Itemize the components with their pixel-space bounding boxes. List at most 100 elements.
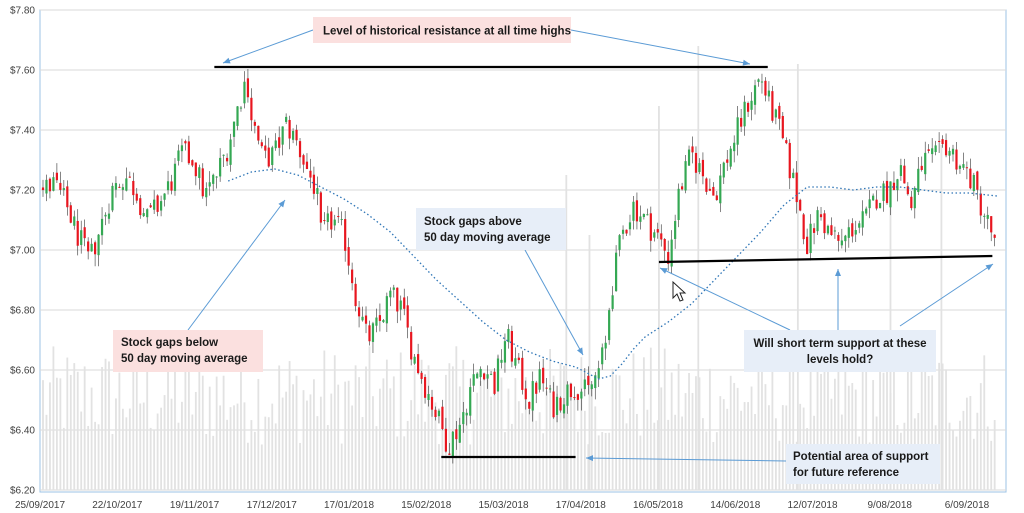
- candle-up: [465, 412, 468, 416]
- candle-up: [489, 373, 493, 375]
- candle-up: [212, 174, 215, 184]
- volume-bar: [834, 378, 836, 490]
- candle-up: [219, 157, 222, 177]
- volume-bar: [927, 375, 930, 490]
- candle-down: [319, 192, 322, 223]
- volume-bar: [549, 349, 552, 490]
- volume-bar: [667, 419, 670, 490]
- volume-bar: [87, 425, 90, 490]
- volume-bar: [764, 384, 767, 490]
- volume-bar: [854, 389, 857, 490]
- candle-up: [986, 214, 989, 219]
- candle-down: [132, 180, 135, 196]
- candle-down: [746, 102, 750, 112]
- callout-gap-below-text-1: Stock gaps below: [121, 337, 218, 349]
- candle-up: [462, 412, 465, 425]
- volume-bar: [660, 387, 663, 490]
- callout-potential-support: Potential area of support for future ref…: [786, 444, 940, 484]
- volume-bar: [702, 418, 704, 490]
- candle-down: [635, 200, 639, 222]
- volume-bar: [274, 423, 277, 490]
- volume-bar: [59, 378, 62, 490]
- volume-bar: [198, 361, 201, 490]
- candle-down: [191, 160, 194, 166]
- volume-bar: [212, 435, 215, 490]
- volume-bar: [90, 387, 93, 490]
- volume-bar: [410, 400, 413, 490]
- candle-up: [392, 287, 395, 290]
- candle-up: [604, 342, 607, 349]
- callout-potential-support-text-2: for future reference: [793, 467, 899, 479]
- volume-bar: [382, 378, 385, 490]
- candle-up: [375, 317, 378, 326]
- volume-bar: [194, 391, 197, 490]
- volume-bar: [604, 432, 607, 490]
- candle-down: [771, 91, 774, 121]
- volume-bar: [726, 408, 729, 490]
- volume-bar: [191, 414, 194, 490]
- volume-bar: [528, 409, 531, 490]
- candle-up: [562, 404, 566, 414]
- volume-bar: [49, 382, 51, 490]
- volume-bar: [827, 367, 829, 490]
- candle-down: [851, 223, 854, 237]
- y-tick-label: $7.80: [10, 6, 35, 17]
- volume-bar: [431, 404, 433, 490]
- candle-up: [229, 139, 232, 165]
- x-tick-label: 15/02/2018: [401, 500, 451, 511]
- volume-bar: [215, 376, 218, 490]
- volume-bar: [181, 401, 183, 490]
- candle-up: [271, 147, 274, 166]
- candle-up: [514, 358, 517, 366]
- volume-bar: [587, 444, 590, 490]
- candle-down: [573, 397, 576, 399]
- candle-down: [708, 188, 711, 191]
- volume-bar: [910, 365, 913, 490]
- volume-bar: [66, 357, 69, 490]
- candle-up: [45, 179, 48, 194]
- volume-bar: [521, 413, 524, 490]
- annotation-arrows: [187, 29, 994, 462]
- volume-bar: [809, 356, 812, 490]
- volume-bar: [565, 175, 568, 490]
- candle-down: [910, 196, 913, 209]
- volume-bar: [146, 363, 149, 490]
- volume-bar: [601, 432, 604, 490]
- volume-bars: [42, 46, 996, 490]
- volume-bar: [597, 435, 600, 490]
- y-tick-label: $7.20: [10, 186, 35, 197]
- candle-up: [125, 178, 128, 191]
- volume-bar: [167, 348, 169, 490]
- candle-up: [208, 182, 211, 187]
- volume-bar: [653, 422, 656, 490]
- volume-bar: [792, 348, 795, 490]
- volume-bar: [354, 365, 357, 490]
- volume-bar: [62, 427, 65, 490]
- volume-bar: [893, 357, 895, 490]
- candle-down: [483, 373, 486, 380]
- volume-bar: [330, 393, 333, 490]
- volume-bar: [347, 380, 350, 490]
- callout-gap-above-text-2: 50 day moving average: [424, 232, 551, 244]
- candle-down: [330, 211, 333, 230]
- candle-up: [743, 101, 746, 127]
- candle-down: [517, 357, 520, 361]
- volume-bar: [135, 358, 138, 490]
- candle-down: [55, 172, 58, 181]
- y-tick-label: $7.60: [10, 66, 35, 77]
- candle-up: [816, 210, 819, 232]
- candle-up: [826, 225, 830, 234]
- candle-down: [493, 371, 496, 394]
- volume-bar: [323, 350, 326, 490]
- candle-down: [667, 252, 670, 264]
- candle-down: [802, 214, 805, 240]
- candle-up: [382, 320, 385, 323]
- candle-down: [903, 165, 906, 184]
- candlesticks: [41, 68, 996, 464]
- candle-up: [111, 185, 114, 211]
- volume-bar: [906, 355, 909, 490]
- volume-bar: [639, 435, 642, 490]
- candle-up: [809, 223, 812, 254]
- candle-up: [854, 230, 857, 235]
